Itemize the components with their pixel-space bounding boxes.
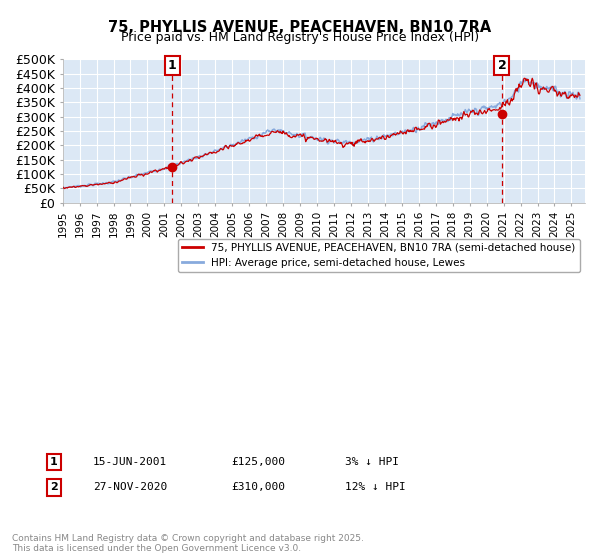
Text: 1: 1 — [50, 457, 58, 467]
Text: 15-JUN-2001: 15-JUN-2001 — [93, 457, 167, 467]
Text: Contains HM Land Registry data © Crown copyright and database right 2025.
This d: Contains HM Land Registry data © Crown c… — [12, 534, 364, 553]
Text: 27-NOV-2020: 27-NOV-2020 — [93, 482, 167, 492]
Text: 75, PHYLLIS AVENUE, PEACEHAVEN, BN10 7RA: 75, PHYLLIS AVENUE, PEACEHAVEN, BN10 7RA — [109, 20, 491, 35]
Text: 2: 2 — [50, 482, 58, 492]
Text: £310,000: £310,000 — [231, 482, 285, 492]
Text: 12% ↓ HPI: 12% ↓ HPI — [345, 482, 406, 492]
Text: Price paid vs. HM Land Registry's House Price Index (HPI): Price paid vs. HM Land Registry's House … — [121, 31, 479, 44]
Legend: 75, PHYLLIS AVENUE, PEACEHAVEN, BN10 7RA (semi-detached house), HPI: Average pri: 75, PHYLLIS AVENUE, PEACEHAVEN, BN10 7RA… — [178, 239, 580, 272]
Text: 2: 2 — [497, 59, 506, 72]
Text: 3% ↓ HPI: 3% ↓ HPI — [345, 457, 399, 467]
Text: 1: 1 — [167, 59, 176, 72]
Text: £125,000: £125,000 — [231, 457, 285, 467]
